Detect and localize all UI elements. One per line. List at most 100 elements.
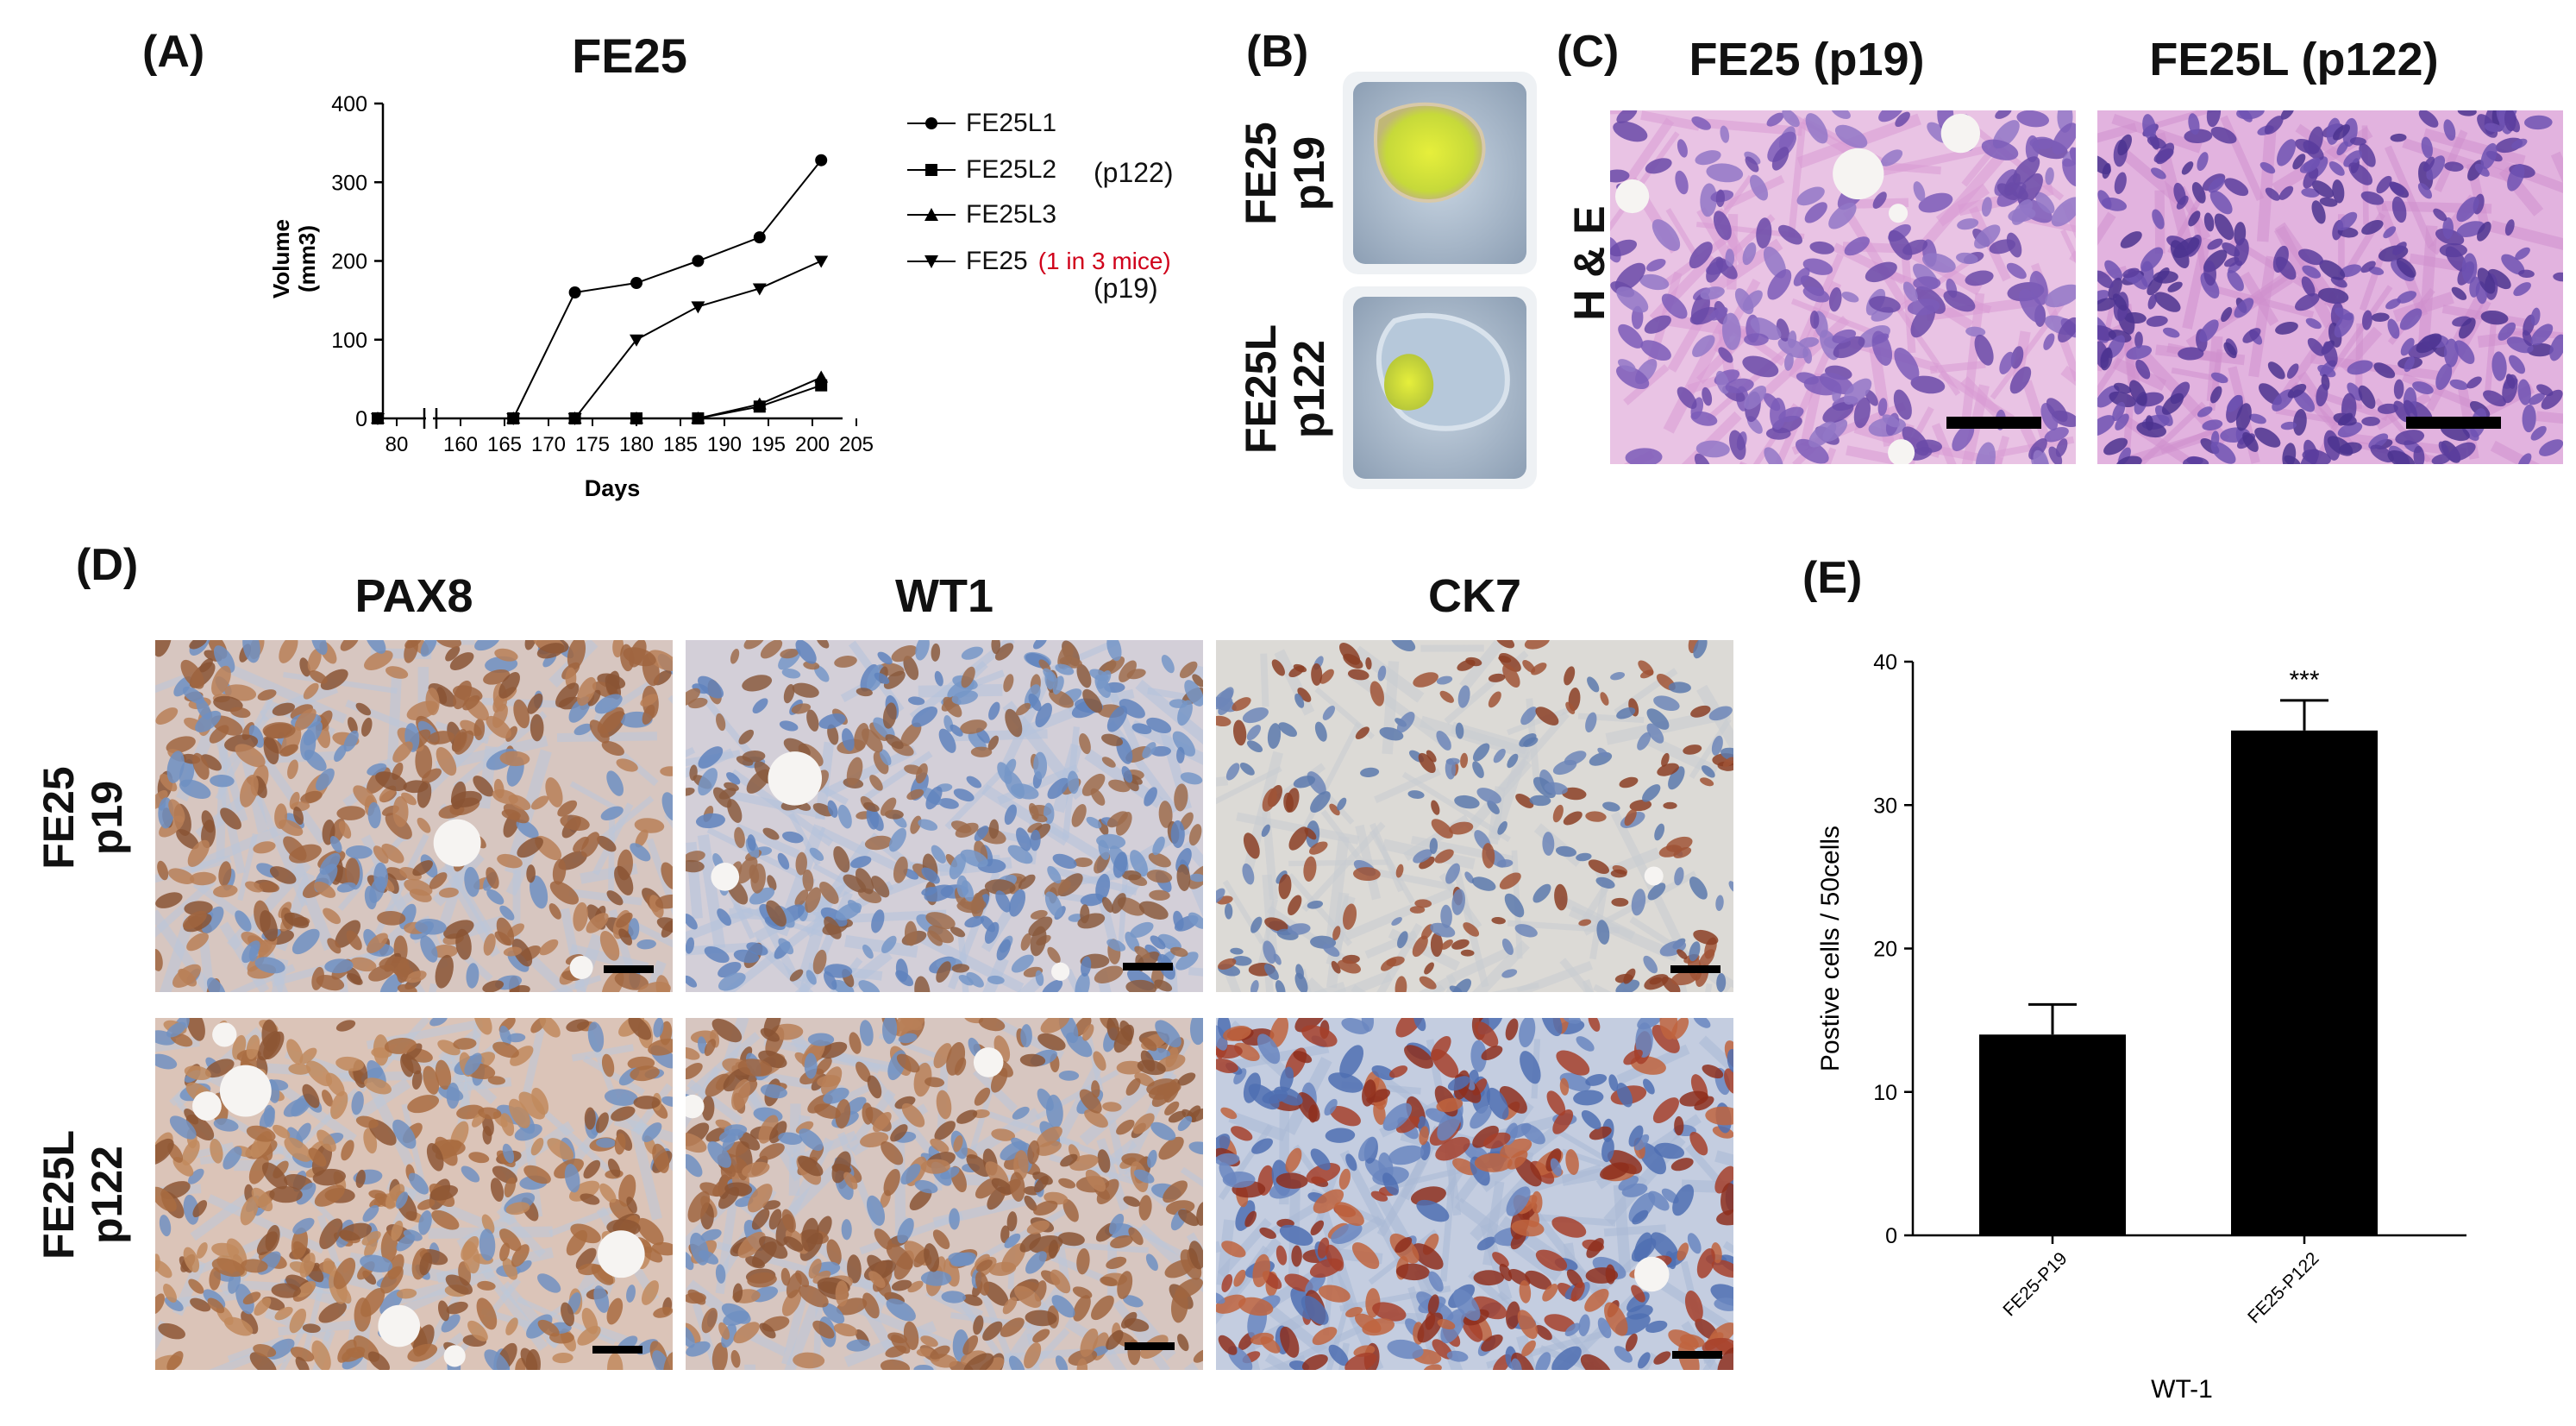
chart-a-line: 0 100 200 300 400 80 160 165 170 175 180 185 190 195 2… <box>268 92 874 501</box>
y-tick-label: 0 <box>355 407 367 431</box>
panel-c-row-label: H & E <box>1565 205 1614 321</box>
bar-fe25-p122 <box>2231 730 2378 1235</box>
x-tick-label: 80 <box>385 433 409 456</box>
y-tick-label: 200 <box>331 250 367 274</box>
legend-item-fe25l3: FE25L3 <box>906 200 1056 229</box>
y-tick-label: 10 <box>1873 1081 1897 1105</box>
legend-item-fe25l2: FE25L2 <box>906 155 1056 185</box>
panel-d-row-label-2: FE25L p122 <box>34 1129 131 1260</box>
legend-item-fe25l1: FE25L1 <box>906 109 1056 138</box>
plate-image-p122 <box>1343 286 1537 489</box>
x-tick-label: 200 <box>795 433 830 456</box>
y-tick-label: 20 <box>1873 938 1897 962</box>
x-tick-label: 190 <box>707 433 742 456</box>
x-axis-label: Days <box>585 475 641 501</box>
scale-bar <box>1670 965 1720 973</box>
legend-note-mice: (1 in 3 mice) <box>1037 248 1171 274</box>
panel-d-col-title-ck7: CK7 <box>1427 570 1522 622</box>
panel-b-row-label-1: FE25 p19 <box>1237 122 1333 225</box>
ihc-image-ck7-p122 <box>1216 1018 1733 1370</box>
y-tick-label: 300 <box>331 171 367 195</box>
ihc-image-wt1-p122 <box>686 1018 1203 1370</box>
series-line-fe25 <box>513 260 822 419</box>
y-tick-label: 0 <box>1885 1224 1897 1248</box>
data-point <box>567 413 582 425</box>
legend-note-p122: (p122) <box>1094 157 1174 188</box>
scale-bar <box>1125 1342 1175 1350</box>
x-tick-label: 180 <box>619 433 654 456</box>
data-point <box>630 334 643 347</box>
panel-d-row-label-1: FE25 p19 <box>34 766 131 870</box>
x-tick-label: 175 <box>575 433 610 456</box>
panel-d-col-title-wt1: WT1 <box>895 570 993 622</box>
data-point <box>630 411 643 424</box>
data-point <box>371 413 385 425</box>
ihc-image-pax8-p19 <box>155 640 673 992</box>
scale-bar <box>2406 417 2501 429</box>
x-tick-label: 195 <box>751 433 786 456</box>
panel-label-a: (A) <box>142 27 205 77</box>
legend-marker-triangle-down-icon <box>907 255 956 268</box>
series-line-fe25l1 <box>512 160 822 419</box>
x-tick-label: 165 <box>487 433 522 456</box>
bar-fe25-p19 <box>1979 1034 2126 1235</box>
legend-label: FE25L3 <box>966 200 1057 229</box>
legend-note-p19: (p19) <box>1094 273 1158 304</box>
chart-e-bar: 0 10 20 30 40 Postive cells / 50cells FE25-P19… <box>1816 650 2466 1404</box>
legend-label: FE25L2 <box>966 155 1057 184</box>
y-axis-label: Postive cells / 50cells <box>1816 826 1845 1071</box>
x-tick-label: 170 <box>531 433 566 456</box>
data-point <box>691 411 705 424</box>
scale-bar <box>592 1346 642 1354</box>
chart-a-title: FE25 <box>572 28 687 83</box>
data-point <box>752 283 767 296</box>
ihc-image-pax8-p122 <box>155 1018 673 1370</box>
data-point <box>814 370 829 383</box>
legend-item-fe25: FE25 (1 in 3 mice) <box>906 247 1171 276</box>
scale-bar <box>1672 1351 1722 1359</box>
scale-bar <box>604 965 654 973</box>
panel-label-b: (B) <box>1246 27 1309 77</box>
panel-c-col-title-2: FE25L (p122) <box>2149 34 2439 85</box>
data-point <box>506 413 521 425</box>
scale-bar <box>1946 417 2041 429</box>
panel-label-e: (E) <box>1802 553 1863 603</box>
x-tick-label: 185 <box>663 433 698 456</box>
legend-marker-square-icon <box>907 164 956 176</box>
data-point <box>691 301 705 314</box>
ihc-image-wt1-p19 <box>686 640 1203 992</box>
significance-label: *** <box>2289 666 2319 694</box>
he-image-p19 <box>1610 110 2076 464</box>
panel-label-d: (D) <box>76 540 139 590</box>
data-point <box>753 231 766 244</box>
panel-c-col-title-1: FE25 (p19) <box>1689 34 1925 85</box>
y-tick-label: 400 <box>331 92 367 116</box>
plate-image-p19 <box>1343 72 1537 274</box>
data-point <box>752 397 767 410</box>
data-point <box>568 286 581 298</box>
legend-label: FE25 <box>966 247 1028 275</box>
data-point <box>814 255 829 268</box>
scale-bar <box>1123 963 1173 971</box>
data-point <box>815 154 828 166</box>
y-axis-label: Volume(mm3) <box>268 219 320 298</box>
y-tick-label: 100 <box>331 329 367 353</box>
x-tick-label: 205 <box>839 433 874 456</box>
ihc-image-ck7-p19 <box>1216 640 1733 992</box>
legend-label: FE25L1 <box>966 109 1057 137</box>
y-tick-label: 40 <box>1873 650 1897 675</box>
y-tick-label: 30 <box>1873 794 1897 818</box>
panel-b-row-label-2: FE25L p122 <box>1237 324 1333 455</box>
x-tick-label: FE25-P122 <box>2244 1248 2322 1327</box>
x-tick-label: FE25-P19 <box>1999 1248 2071 1320</box>
legend-marker-circle-icon <box>907 117 956 129</box>
data-point <box>630 277 642 290</box>
he-image-p122 <box>2097 110 2563 464</box>
series-line-fe25l3 <box>513 376 822 419</box>
legend-marker-triangle-up-icon <box>907 208 956 221</box>
panel-d-col-title-pax8: PAX8 <box>354 570 473 622</box>
panel-label-c: (C) <box>1557 27 1620 77</box>
data-point <box>692 254 705 267</box>
x-axis-label: WT-1 <box>2151 1375 2213 1404</box>
x-tick-label: 160 <box>443 433 478 456</box>
